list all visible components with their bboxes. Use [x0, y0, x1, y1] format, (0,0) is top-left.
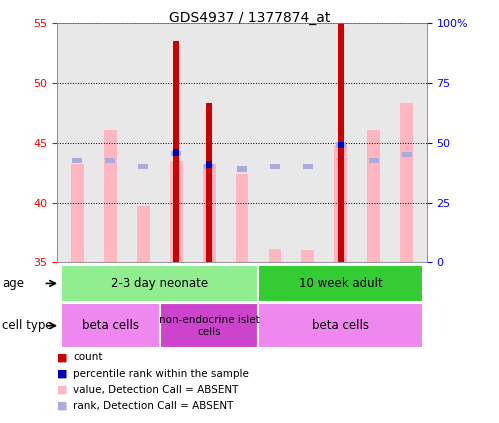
- Text: percentile rank within the sample: percentile rank within the sample: [73, 368, 249, 379]
- Bar: [138, 164, 148, 169]
- Text: ■: ■: [57, 385, 68, 395]
- Bar: [301, 250, 314, 262]
- Bar: [173, 41, 179, 262]
- Bar: [336, 143, 346, 148]
- Text: 2-3 day neonate: 2-3 day neonate: [111, 277, 208, 290]
- Text: beta cells: beta cells: [312, 319, 369, 332]
- Bar: [170, 161, 183, 262]
- Bar: [160, 303, 258, 348]
- Bar: [61, 265, 258, 302]
- Bar: [203, 164, 216, 262]
- Text: ■: ■: [57, 352, 68, 363]
- Bar: [72, 158, 82, 163]
- Bar: [71, 164, 84, 262]
- Bar: [258, 303, 423, 348]
- Bar: [61, 303, 160, 348]
- Text: non-endocrine islet
cells: non-endocrine islet cells: [159, 315, 259, 337]
- Bar: [173, 149, 179, 156]
- Bar: [104, 129, 117, 262]
- Bar: [338, 142, 344, 148]
- Bar: [367, 129, 380, 262]
- Text: rank, Detection Call = ABSENT: rank, Detection Call = ABSENT: [73, 401, 234, 411]
- Text: count: count: [73, 352, 103, 363]
- Bar: [400, 103, 413, 262]
- Bar: [105, 158, 115, 163]
- Text: beta cells: beta cells: [82, 319, 139, 332]
- Bar: [303, 164, 313, 169]
- Bar: [206, 161, 212, 168]
- Bar: [237, 166, 247, 172]
- Bar: [270, 164, 280, 169]
- Bar: [236, 174, 249, 262]
- Bar: [258, 265, 423, 302]
- Bar: [204, 164, 214, 169]
- Bar: [402, 152, 412, 157]
- Bar: [171, 151, 181, 156]
- Bar: [334, 145, 347, 262]
- Text: cell type: cell type: [2, 319, 53, 332]
- Text: 10 week adult: 10 week adult: [299, 277, 383, 290]
- Text: ■: ■: [57, 401, 68, 411]
- Text: age: age: [2, 277, 24, 290]
- Bar: [206, 103, 212, 262]
- Bar: [268, 249, 281, 262]
- Bar: [369, 158, 379, 163]
- Text: GDS4937 / 1377874_at: GDS4937 / 1377874_at: [169, 11, 330, 25]
- Bar: [137, 206, 150, 262]
- Text: value, Detection Call = ABSENT: value, Detection Call = ABSENT: [73, 385, 239, 395]
- Bar: [338, 23, 344, 262]
- Text: ■: ■: [57, 368, 68, 379]
